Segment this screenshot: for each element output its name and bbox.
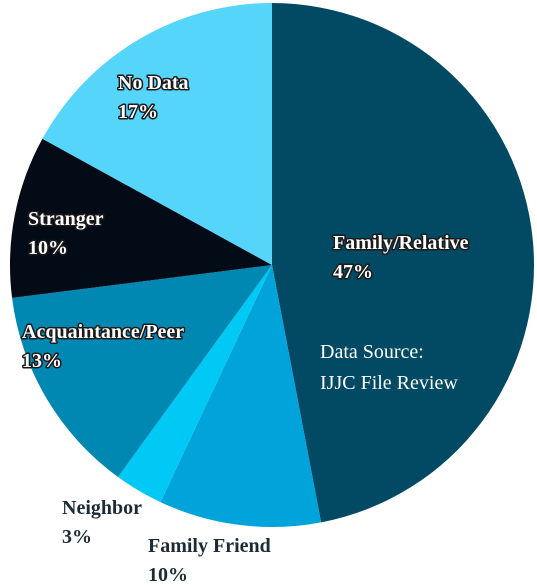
slice-label: Stranger (28, 208, 104, 230)
pie-slice (12, 265, 272, 477)
pie-slice (42, 3, 272, 265)
slice-label: Family Friend (148, 535, 271, 557)
slice-value-label: 13% (22, 350, 62, 372)
pie-slice (160, 265, 322, 527)
slice-label: No Data (118, 72, 189, 94)
slice-value-label: 10% (28, 237, 68, 259)
slice-value-label: 3% (62, 526, 92, 548)
slice-label: Neighbor (62, 497, 142, 519)
slice-label: Acquaintance/Peer (22, 321, 184, 343)
pie-slice (272, 3, 534, 523)
pie (10, 3, 534, 527)
slice-value-label: 17% (118, 101, 158, 123)
annotation: IJJC File Review (320, 372, 458, 394)
pie-slice (10, 138, 273, 298)
slice-label: Family/Relative (333, 232, 469, 254)
pie-slice (118, 265, 272, 503)
slice-value-label: 10% (148, 564, 188, 585)
slice-value-label: 47% (333, 261, 373, 283)
annotation: Data Source: (320, 341, 424, 363)
